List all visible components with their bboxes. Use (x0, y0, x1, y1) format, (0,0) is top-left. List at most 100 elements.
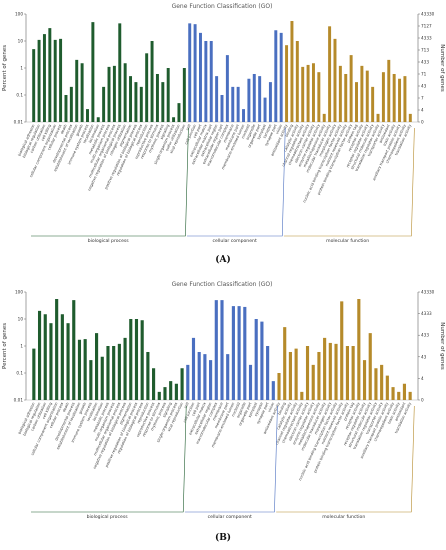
bar (214, 300, 218, 400)
right-tick-label: 43 (421, 354, 427, 359)
right-tick-label: 713 (421, 48, 429, 53)
category-label: cell killing (41, 124, 52, 142)
right-tick-label: 7127 (421, 24, 432, 29)
y-tick-label: 100 (15, 290, 23, 295)
bar (49, 323, 53, 400)
bar (96, 117, 100, 122)
bar (317, 72, 321, 122)
bar (140, 320, 144, 400)
bar (254, 319, 258, 400)
right-tick-label: 43330 (421, 12, 435, 17)
bar (242, 109, 246, 122)
bar (157, 391, 161, 400)
bar (349, 55, 353, 123)
bar (294, 348, 298, 400)
bar (268, 82, 272, 122)
bar (322, 113, 326, 122)
bar (174, 383, 178, 400)
category-label: growth (75, 124, 84, 137)
right-tick-label: 7 (421, 96, 424, 101)
bar (197, 351, 201, 400)
bar (152, 368, 156, 400)
bar (403, 76, 407, 122)
y-tick-label: 0.1 (16, 371, 23, 376)
bar (398, 78, 402, 122)
bar (72, 300, 76, 400)
bar (107, 66, 111, 122)
chart-panel-a: Gene Function Classification (GO)1001010… (2, 3, 445, 244)
bar (317, 351, 321, 400)
bar (163, 387, 167, 400)
bar (305, 346, 310, 400)
y-tick-label: 10 (18, 317, 24, 322)
bar (91, 22, 95, 123)
bar (402, 383, 407, 400)
bar (285, 45, 289, 122)
group-bracket (31, 127, 189, 237)
right-tick-label: 0 (421, 120, 424, 125)
bar (161, 82, 165, 122)
bar (247, 78, 251, 122)
bar (186, 364, 190, 400)
bar (117, 343, 121, 400)
y-tick-label: 100 (15, 12, 23, 17)
bar (188, 23, 192, 122)
bar (300, 391, 304, 400)
bar (166, 68, 170, 122)
right-tick-label: 43330 (421, 290, 435, 295)
group-bracket (187, 127, 286, 237)
bar (311, 63, 315, 122)
bar (134, 319, 139, 400)
bar (106, 346, 110, 400)
group-label: biological process (87, 514, 129, 520)
bar (43, 314, 47, 400)
bar (112, 65, 116, 122)
category-label: nucleoid (231, 402, 241, 417)
panel-label-a: (A) (215, 254, 231, 265)
category-label: cell (185, 124, 191, 131)
bar (397, 391, 401, 400)
bar (345, 346, 350, 400)
group-label: cellular component (213, 238, 257, 244)
bar (55, 299, 59, 400)
right-tick-label: 4 (421, 376, 424, 381)
right-tick-label: 4333 (421, 36, 432, 41)
category-label: signaling (162, 402, 172, 418)
chart-title: Gene Function Classification (GO) (172, 281, 273, 288)
bar (392, 73, 396, 122)
bar (266, 346, 270, 400)
bar (146, 351, 150, 400)
y-axis-label-right: Number of genes (439, 322, 445, 370)
right-tick-label: 433 (421, 333, 429, 338)
bar (243, 306, 247, 400)
bar (177, 103, 181, 122)
y-tick-label: 1 (20, 344, 23, 349)
y-tick-label: 10 (18, 39, 24, 44)
category-label: symplast (256, 123, 267, 140)
bar (60, 314, 64, 400)
bar (236, 86, 240, 122)
bar (231, 86, 235, 122)
category-label: organelle (245, 123, 256, 141)
bar (381, 72, 385, 122)
bar (139, 86, 143, 122)
bar (371, 86, 375, 122)
group-bracket (276, 405, 415, 513)
bar (290, 21, 294, 122)
bar (48, 28, 52, 123)
bar (328, 342, 332, 400)
right-tick-label: 433 (421, 60, 429, 65)
y-tick-label: 0.01 (14, 120, 24, 125)
bar (231, 306, 235, 400)
bar (123, 63, 127, 122)
bar (129, 319, 133, 400)
group-bracket (283, 127, 415, 237)
y-axis-label: Percent of genes (2, 323, 8, 369)
category-label: binding (277, 402, 286, 416)
y-axis-label: Percent of genes (2, 45, 8, 91)
bar (118, 23, 122, 122)
chart-title: Gene Function Classification (GO) (172, 3, 273, 10)
category-label: synapse (254, 401, 264, 417)
bar (408, 391, 412, 400)
bar (225, 55, 229, 123)
